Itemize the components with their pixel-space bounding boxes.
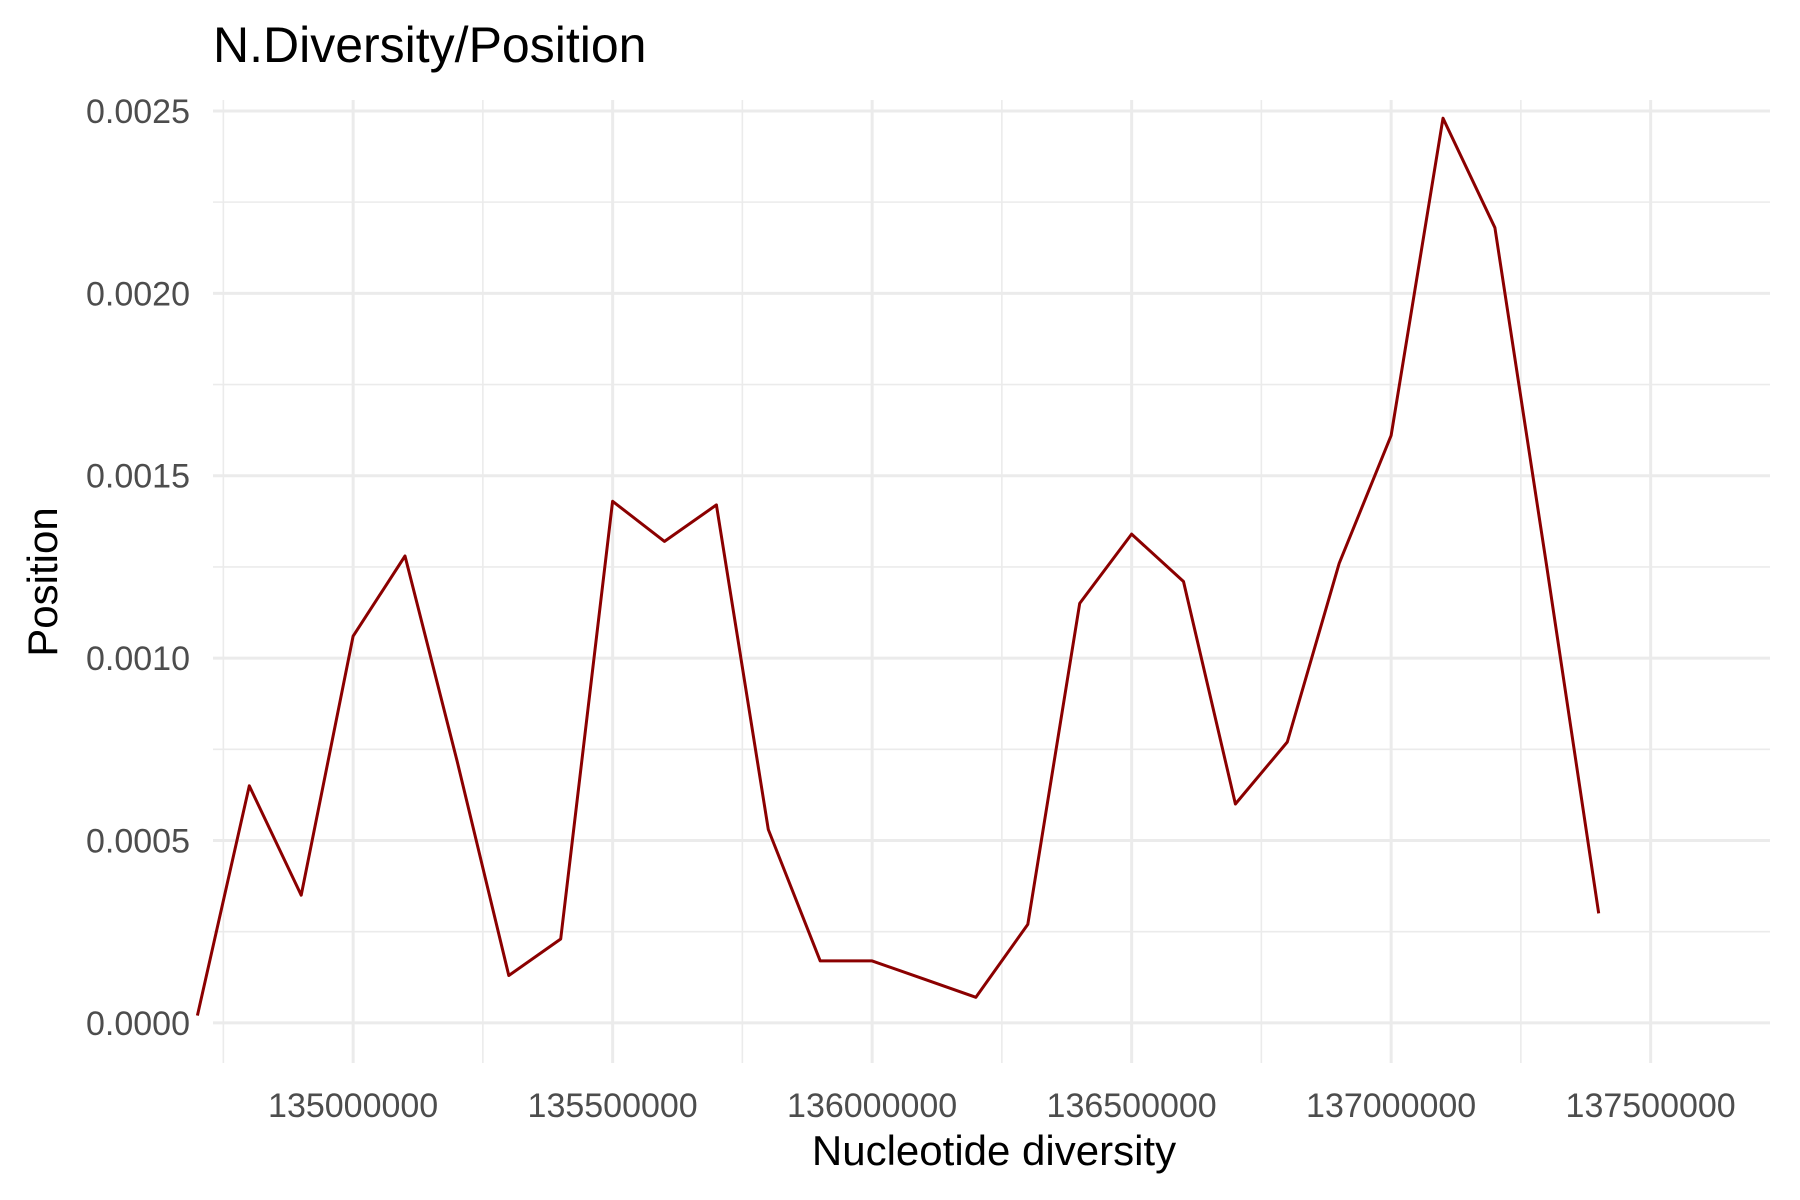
y-tick-label: 0.0025 <box>86 93 190 131</box>
y-tick-label: 0.0015 <box>86 458 190 496</box>
y-axis-ticks: 0.0000 0.0005 0.0010 0.0015 0.0020 0.0025 <box>86 93 190 1043</box>
y-axis-title: Position <box>19 507 66 656</box>
x-tick-label: 137000000 <box>1306 1087 1476 1125</box>
x-tick-label: 136000000 <box>787 1087 957 1125</box>
y-tick-label: 0.0000 <box>86 1005 190 1043</box>
x-tick-label: 135000000 <box>268 1087 438 1125</box>
x-tick-label: 137500000 <box>1566 1087 1736 1125</box>
series-line <box>195 116 1601 1016</box>
y-tick-label: 0.0010 <box>86 640 190 678</box>
series-layer <box>195 116 1601 1016</box>
y-tick-label: 0.0005 <box>86 822 190 860</box>
y-tick-label: 0.0020 <box>86 275 190 313</box>
x-axis-title: Nucleotide diversity <box>812 1127 1176 1174</box>
x-tick-label: 136500000 <box>1047 1087 1217 1125</box>
grid <box>213 100 1770 1063</box>
x-tick-label: 135500000 <box>528 1087 698 1125</box>
chart-title: N.Diversity/Position <box>213 17 646 73</box>
x-axis-ticks: 135000000 135500000 136000000 136500000 1370… <box>268 1087 1736 1125</box>
